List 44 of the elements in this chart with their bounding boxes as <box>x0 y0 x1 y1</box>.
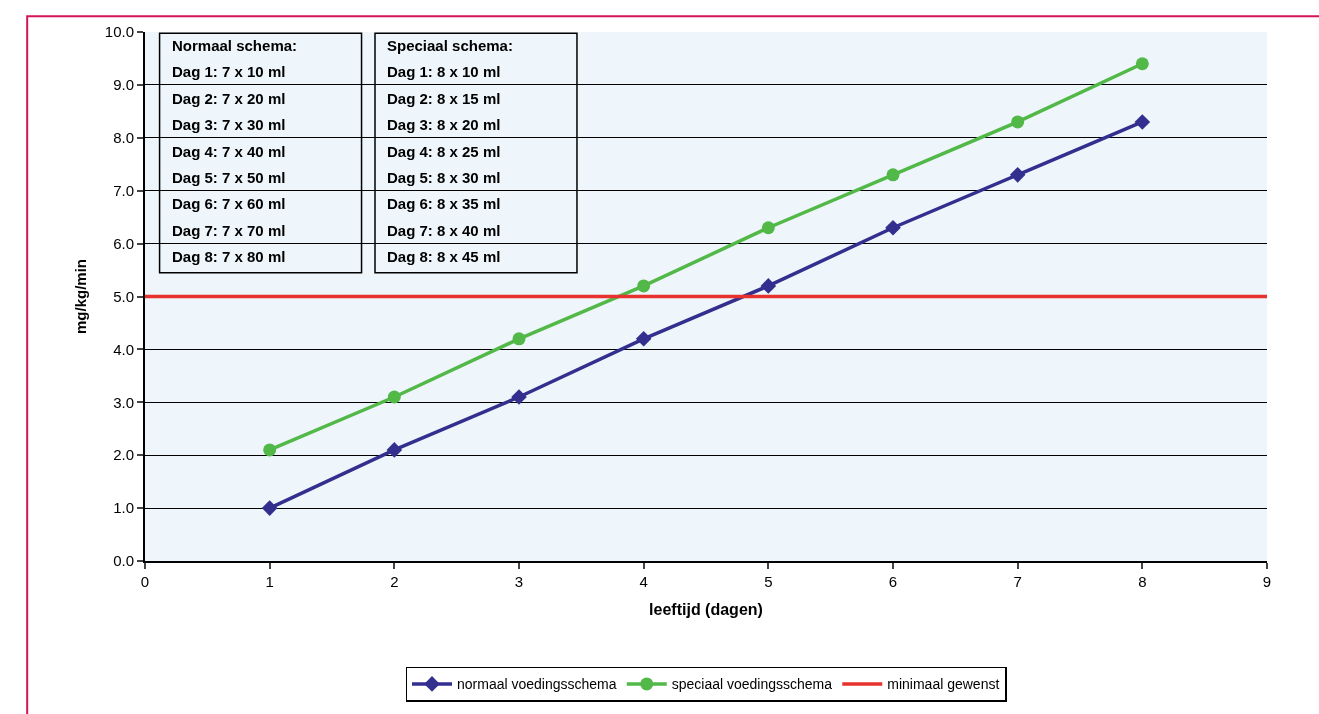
point <box>386 442 403 458</box>
x-tick-label: 7 <box>1013 573 1022 590</box>
legend-label: normaal voedingsschema <box>457 676 617 693</box>
y-tick-label: 3.0 <box>113 393 134 411</box>
x-axis-title: leeftijd (dagen) <box>649 601 763 619</box>
text: Speciaal schema: Dag 1: 8 x 10 ml Dag 2: 8 x 15 ml Dag 3: 8 x 20 ml Dag 4: 8 x 25 ml Dag 5: 8 x 30 ml Dag 6: 8 x 35 ml Dag 7: 8 x 40 ml Dag 8: 8 x 45 ml <box>387 37 513 265</box>
y-tick-label: 2.0 <box>113 446 134 464</box>
point <box>263 443 277 457</box>
y-tick-label: 10.0 <box>104 23 134 41</box>
x-tick-label: 3 <box>514 573 524 590</box>
x-tick-label: 6 <box>888 573 898 590</box>
y-tick-label: 9.0 <box>113 76 134 94</box>
y-tick-label: 5.0 <box>113 287 134 305</box>
legend-label: minimaal gewenst <box>887 676 1000 693</box>
y-tick-label: 4.0 <box>113 340 134 358</box>
point <box>637 279 651 293</box>
point <box>261 500 278 516</box>
legend-label: speciaal voedingsschema <box>671 676 833 693</box>
point <box>387 390 401 404</box>
text: Normaal schema: Dag 1: 7 x 10 ml Dag 2: 7 x 20 ml Dag 3: 7 x 30 ml Dag 4: 7 x 40 ml Dag 5: 7 x 50 ml Dag 6: 7 x 60 ml Dag 7: 7 x 70 ml Dag 8: 7 x 80 ml <box>172 37 298 265</box>
point <box>761 221 775 235</box>
point <box>1009 167 1026 183</box>
x-tick-label: 4 <box>639 573 648 590</box>
point <box>1011 115 1025 129</box>
y-axis-title: mg/kg/min <box>71 258 89 335</box>
y-tick-label: 7.0 <box>113 181 134 199</box>
point <box>760 278 777 294</box>
point <box>1135 57 1149 71</box>
point <box>885 219 901 236</box>
point <box>635 331 652 347</box>
x-tick-label: 0 <box>140 573 150 590</box>
x-tick-label: 1 <box>265 573 274 590</box>
point <box>512 332 526 346</box>
x-tick-label: 5 <box>764 573 773 590</box>
y-tick-label: 6.0 <box>113 234 134 252</box>
point <box>1134 114 1151 130</box>
y-tick-label: 1.0 <box>113 499 134 517</box>
y-tick-label: 0.0 <box>113 552 134 570</box>
point <box>886 168 900 182</box>
x-tick-label: 8 <box>1138 573 1147 590</box>
x-tick-label: 9 <box>1262 573 1272 590</box>
x-tick-label: 2 <box>390 573 399 590</box>
y-tick-label: 8.0 <box>113 129 134 147</box>
point <box>511 389 527 405</box>
